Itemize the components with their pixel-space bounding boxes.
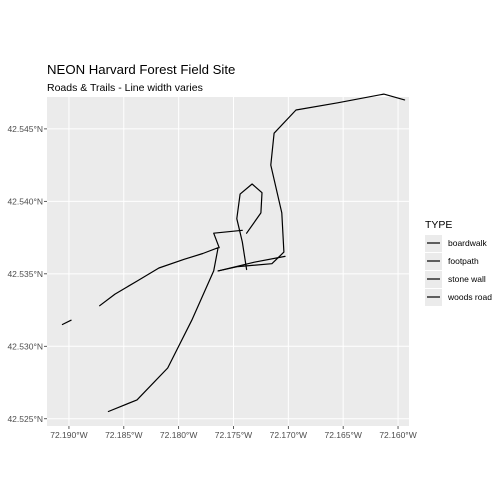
legend-label: footpath	[448, 256, 479, 266]
x-tick-label: 72.185°W	[105, 430, 142, 440]
x-axis: 72.190°W 72.185°W 72.180°W 72.175°W 72.170°W…	[50, 426, 417, 440]
y-tick-label: 42.545°N	[7, 124, 43, 134]
legend-label: stone wall	[448, 274, 486, 284]
y-tick-label: 42.530°N	[7, 341, 43, 351]
line-boardwalk	[61, 319, 72, 326]
x-tick-label: 72.170°W	[270, 430, 307, 440]
legend-label: woods road	[447, 292, 492, 302]
line-woods-road	[99, 247, 219, 413]
legend-label: boardwalk	[448, 238, 487, 248]
chart-subtitle: Roads & Trails - Line width varies	[47, 82, 203, 94]
legend-key	[425, 235, 442, 252]
y-tick-label: 42.540°N	[7, 196, 43, 206]
legend: TYPE boardwalk footpath stone wall woods ro…	[425, 219, 492, 306]
line-stone-wall	[217, 255, 286, 272]
trail-lines	[61, 93, 406, 413]
plot-panel	[47, 97, 409, 426]
x-tick-label: 72.190°W	[50, 430, 87, 440]
line-woods-road	[217, 93, 406, 272]
legend-key	[425, 253, 442, 270]
legend-title: TYPE	[425, 219, 452, 231]
x-tick-label: 72.160°W	[379, 430, 416, 440]
line-footpath	[236, 183, 263, 271]
line-footpath	[213, 229, 243, 249]
legend-key	[425, 289, 442, 306]
y-axis: 42.525°N 42.530°N 42.535°N 42.540°N 42.545°N	[7, 124, 47, 424]
legend-key	[425, 271, 442, 288]
y-tick-label: 42.525°N	[7, 414, 43, 424]
graticule	[47, 97, 409, 426]
chart-title: NEON Harvard Forest Field Site	[47, 62, 235, 77]
x-tick-label: 72.180°W	[160, 430, 197, 440]
x-tick-label: 72.165°W	[324, 430, 361, 440]
x-tick-label: 72.175°W	[215, 430, 252, 440]
y-tick-label: 42.535°N	[7, 269, 43, 279]
